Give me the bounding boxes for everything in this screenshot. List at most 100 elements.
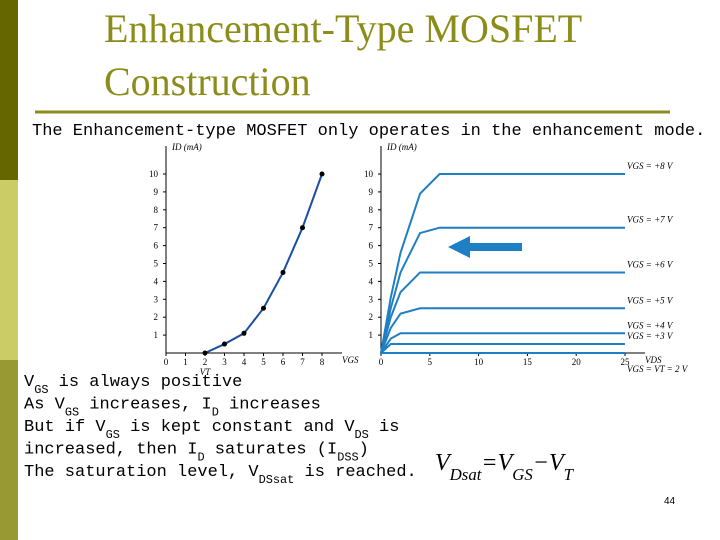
y-tick-label: 9 (154, 187, 159, 197)
y-tick-label: 9 (369, 187, 374, 197)
page-number: 44 (664, 496, 676, 507)
subscript: DSS (337, 451, 358, 465)
y-tick-label: 3 (369, 294, 374, 304)
text-part: is always positive (48, 373, 242, 392)
y-tick-label: 1 (369, 330, 374, 340)
subscript: GS (65, 406, 79, 420)
subscript: GS (34, 383, 48, 397)
title: Enhancement-Type MOSFET (104, 6, 582, 51)
bullet: As VGS increases, ID increases (24, 396, 321, 420)
text-part: increased, then I (24, 441, 197, 460)
x-tick-label: 20 (572, 357, 582, 367)
y-tick-label: 5 (369, 259, 374, 269)
subscript: DS (355, 428, 369, 442)
subscript: Dsat (449, 465, 482, 484)
text-part: increases, I (79, 396, 212, 415)
text-part: V (435, 450, 452, 476)
data-point (319, 171, 325, 177)
annotation: VT (200, 367, 211, 377)
x-tick-label: 6 (281, 357, 286, 367)
side-bar (0, 360, 18, 540)
subscript: DSsat (259, 473, 295, 487)
output-curve (380, 332, 625, 354)
subscript: D (197, 451, 204, 465)
formula: VDsat=VGS−VT (435, 450, 575, 484)
y-tick-label: 1 (154, 330, 159, 340)
data-point (261, 305, 266, 311)
text-part: =V (481, 450, 514, 476)
y-tick-label: 5 (154, 259, 159, 269)
series-label: VGS = +4 V (627, 320, 674, 330)
title: Construction (104, 59, 311, 104)
y-tick-label: 6 (154, 241, 159, 251)
subscript: T (564, 465, 575, 484)
bullet: increased, then ID saturates (IDSS) (24, 441, 369, 465)
y-tick-label: 8 (369, 205, 374, 215)
x-tick-label: 0 (164, 357, 169, 367)
x-tick-label: 15 (523, 357, 533, 367)
series-label: VGS = +3 V (627, 331, 674, 341)
y-axis-label: ID (mA) (386, 142, 417, 152)
y-tick-label: 10 (149, 169, 159, 179)
transfer-curve (204, 173, 323, 354)
data-point (202, 350, 208, 356)
x-tick-label: 8 (320, 357, 325, 367)
y-tick-label: 2 (154, 312, 159, 322)
series-label: VGS = +5 V (627, 295, 674, 305)
bullet: The saturation level, VDSsat is reached. (24, 463, 417, 487)
y-axis-label: ID (mA) (171, 142, 202, 152)
x-tick-label: 5 (261, 357, 266, 367)
data-point (241, 330, 247, 336)
text-part: ) (359, 441, 369, 460)
y-tick-label: 4 (154, 276, 159, 286)
y-tick-label: 8 (154, 205, 159, 215)
bullet: But if VGS is kept constant and VDS is (24, 418, 399, 442)
text-part: −V (533, 450, 566, 476)
text-part: But if V (24, 418, 106, 437)
x-axis-label: VDS (645, 355, 662, 365)
text-part: is kept constant and V (120, 418, 355, 437)
subscript: D (212, 406, 219, 420)
x-tick-label: 0 (379, 357, 384, 367)
text-part: As V (24, 396, 66, 415)
text-part: V (24, 373, 35, 392)
y-tick-label: 6 (369, 241, 374, 251)
x-tick-label: 25 (621, 357, 631, 367)
text-part: saturates (I (205, 441, 338, 460)
x-tick-label: 4 (242, 357, 247, 367)
x-tick-label: 1 (183, 357, 188, 367)
y-tick-label: 10 (364, 169, 374, 179)
output-curve (380, 343, 625, 354)
x-tick-label: 2 (203, 357, 208, 367)
series-label: VGS = VT = 2 V (627, 364, 689, 374)
text-part: increases (219, 396, 321, 415)
bullet: VGS is always positive (24, 373, 242, 397)
series-label: VGS = +7 V (627, 215, 674, 225)
y-tick-label: 3 (154, 294, 159, 304)
side-bar (0, 180, 18, 360)
x-tick-label: 3 (222, 357, 227, 367)
y-tick-label: 7 (369, 223, 374, 233)
x-tick-label: 10 (474, 357, 484, 367)
text-part: is (369, 418, 400, 437)
x-tick-label: 7 (300, 357, 305, 367)
y-tick-label: 2 (369, 312, 374, 322)
y-tick-label: 7 (154, 223, 159, 233)
output-curve (380, 226, 625, 354)
text-part: The saturation level, V (24, 463, 259, 482)
output-curve (380, 173, 625, 354)
series-label: VGS = +6 V (627, 259, 674, 269)
output-curve (380, 307, 625, 354)
data-point (300, 225, 305, 231)
subscript: GS (106, 428, 120, 442)
subtitle: The Enhancement-type MOSFET only operate… (32, 122, 705, 141)
data-point (222, 341, 227, 347)
y-tick-label: 4 (369, 276, 374, 286)
output-curve (380, 271, 625, 354)
arrow (448, 236, 522, 258)
side-bar (0, 0, 18, 180)
x-axis-label: VGS (342, 355, 359, 365)
text-part: is reached. (294, 463, 416, 482)
subscript: GS (512, 465, 533, 484)
